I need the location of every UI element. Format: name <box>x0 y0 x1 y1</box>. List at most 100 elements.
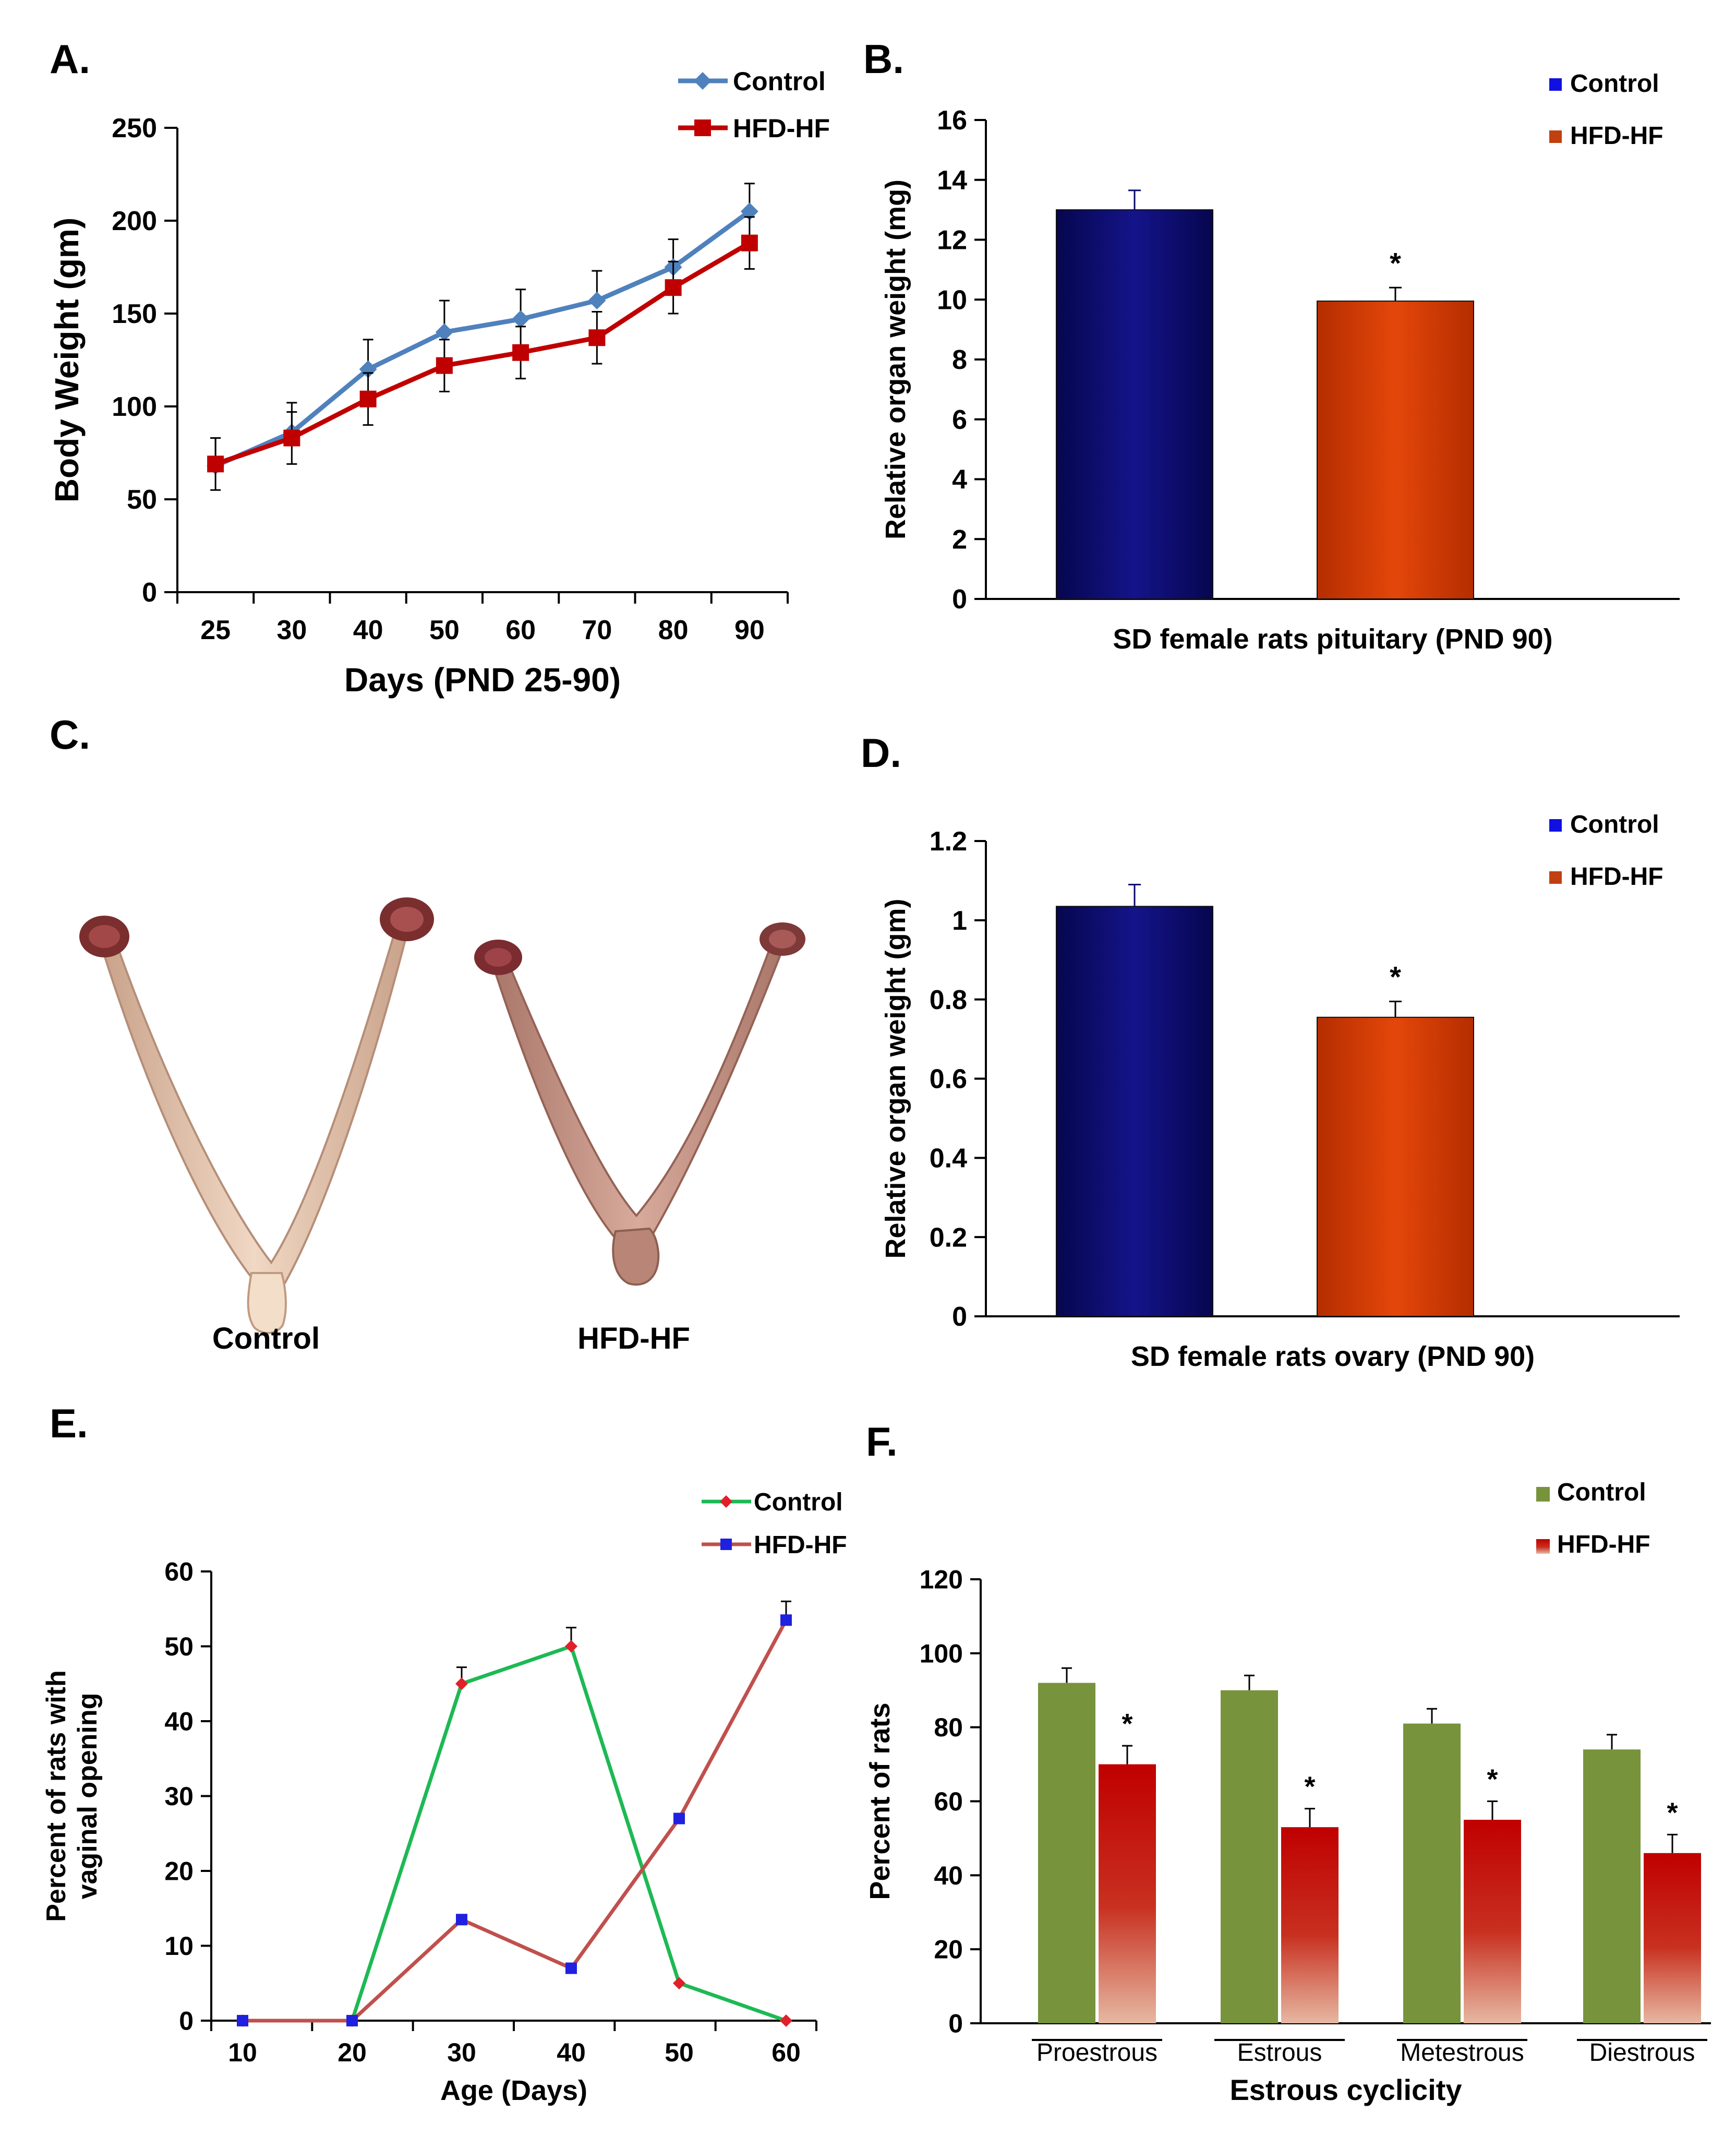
y-tick-label: 60 <box>164 1557 194 1587</box>
bar-hfd-hf <box>1317 1016 1474 1317</box>
data-point <box>435 323 453 341</box>
photo-label-control: Control <box>212 1322 320 1355</box>
y-tick-label: 80 <box>934 1713 963 1742</box>
y-tick-label: 100 <box>920 1639 963 1668</box>
x-tick-label: 60 <box>505 615 536 645</box>
x-tick-label: 80 <box>658 615 689 645</box>
data-point <box>588 292 606 310</box>
data-point <box>512 310 530 328</box>
y-tick-label: 4 <box>952 465 967 495</box>
data-point <box>207 455 224 473</box>
y-tick-label: 40 <box>934 1861 963 1890</box>
x-tick-label: 30 <box>276 615 307 645</box>
bar-control <box>1403 1723 1461 2023</box>
y-tick-label: 200 <box>112 206 157 236</box>
data-point <box>740 202 758 221</box>
x-axis-label: Estrous cyclicity <box>1229 2073 1462 2106</box>
legend-label: Control <box>1570 70 1659 98</box>
y-axis-label: Relative organ weight (mg) <box>880 179 911 539</box>
data-point <box>237 2015 248 2026</box>
y-tick-label: 1.2 <box>930 826 967 857</box>
data-point <box>565 1640 577 1653</box>
data-point <box>456 1914 467 1926</box>
y-tick-label: 50 <box>127 485 157 515</box>
legend-swatch-control <box>1549 78 1562 91</box>
x-tick-label: 50 <box>429 615 460 645</box>
y-tick-label: 60 <box>934 1787 963 1816</box>
y-tick-label: 0 <box>948 2009 963 2038</box>
x-tick-label: 20 <box>337 2038 367 2067</box>
y-tick-label: 20 <box>934 1935 963 1964</box>
legend-label: HFD-HF <box>754 1531 847 1559</box>
legend-label: HFD-HF <box>1557 1531 1650 1558</box>
x-axis-label: Age (Days) <box>440 2075 587 2106</box>
panel-label-f: F. <box>866 1419 898 1464</box>
data-point <box>588 329 606 346</box>
significance-marker: * <box>1122 1708 1132 1739</box>
y-tick-label: 10 <box>937 285 967 315</box>
bar-control <box>1056 906 1213 1317</box>
x-tick-label: Metestrous <box>1400 2039 1524 2067</box>
data-point <box>359 390 377 407</box>
legend-marker <box>694 119 711 136</box>
chart-b-pituitary-weight: 0 2 4 6 8 10 12 14 16 * Relative organ weight (mg)… <box>880 70 1680 655</box>
data-point <box>565 1962 577 1974</box>
y-tick-label: 14 <box>937 165 967 196</box>
x-axis-label: SD female rats ovary (PND 90) <box>1131 1341 1535 1372</box>
legend-label: HFD-HF <box>733 114 830 143</box>
panel-label-e: E. <box>50 1400 88 1446</box>
x-tick-label: Diestrous <box>1589 2039 1695 2067</box>
data-point <box>455 1677 468 1690</box>
y-tick-label: 6 <box>952 405 967 435</box>
chart-d-ovary-weight: 0 0.2 0.4 0.6 0.8 1 1.2 * Relative organ weight … <box>880 811 1680 1372</box>
bar-hfd-hf <box>1464 1819 1521 2023</box>
bar-hfd-hf <box>1644 1853 1701 2023</box>
legend-label: Control <box>733 67 826 96</box>
x-tick-label: 60 <box>771 2038 801 2067</box>
series-line-control <box>214 209 751 469</box>
legend-swatch-control <box>1536 1487 1550 1502</box>
legend-swatch-hfd-hf <box>1536 1539 1550 1554</box>
data-point <box>665 279 682 296</box>
x-tick-label: 50 <box>665 2038 694 2067</box>
panel-label-a: A. <box>50 36 90 82</box>
y-tick-label: 16 <box>937 105 967 136</box>
chart-f-estrous-cyclicity: 0 20 40 60 80 100 120 * Proestrous * Estrous * Metes… <box>864 1479 1711 2106</box>
data-point <box>346 2015 358 2026</box>
data-point <box>780 1614 792 1626</box>
chart-a-body-weight: 0 50 100 150 200 250 25 30 40 50 60 70 80 90 Body Weig… <box>48 67 830 699</box>
y-tick-label: 0.8 <box>930 985 967 1015</box>
x-tick-label: 90 <box>734 615 765 645</box>
y-tick-label: 40 <box>164 1707 194 1736</box>
photo-label-hfd-hf: HFD-HF <box>577 1322 690 1355</box>
panel-label-c: C. <box>50 712 90 758</box>
y-tick-label: 0 <box>952 1302 967 1332</box>
legend-label: HFD-HF <box>1570 122 1663 150</box>
legend-marker <box>720 1539 732 1550</box>
y-tick-label: 0.4 <box>930 1144 967 1174</box>
series-line-control <box>243 1644 787 2023</box>
data-point <box>673 1812 685 1824</box>
x-tick-label: Estrous <box>1237 2039 1322 2067</box>
chart-e-vaginal-opening: 0 10 20 30 40 50 60 10 20 30 40 50 60 Percent of rats… <box>41 1488 847 2106</box>
legend-swatch-hfd-hf <box>1549 871 1562 884</box>
data-point <box>673 1977 685 1990</box>
x-tick-label: 40 <box>557 2038 586 2067</box>
bar-control <box>1038 1683 1095 2023</box>
uterus-photo-hfd-hf <box>474 922 805 1286</box>
legend-swatch-hfd-hf <box>1549 130 1562 143</box>
x-tick-label: 30 <box>447 2038 476 2067</box>
x-axis-label: SD female rats pituitary (PND 90) <box>1113 623 1552 655</box>
y-tick-label: 250 <box>112 113 157 143</box>
y-tick-label: 0 <box>142 578 157 608</box>
bar-hfd-hf <box>1317 301 1474 599</box>
significance-marker: * <box>1487 1764 1498 1795</box>
y-tick-label: 0.2 <box>930 1222 967 1253</box>
y-tick-label: 10 <box>164 1931 194 1961</box>
uterus-photo-panel: Control HFD-HF <box>79 897 805 1355</box>
data-point <box>512 344 529 361</box>
legend-label: HFD-HF <box>1570 863 1663 891</box>
x-tick-label: Proestrous <box>1036 2039 1158 2067</box>
significance-marker: * <box>1667 1797 1678 1828</box>
